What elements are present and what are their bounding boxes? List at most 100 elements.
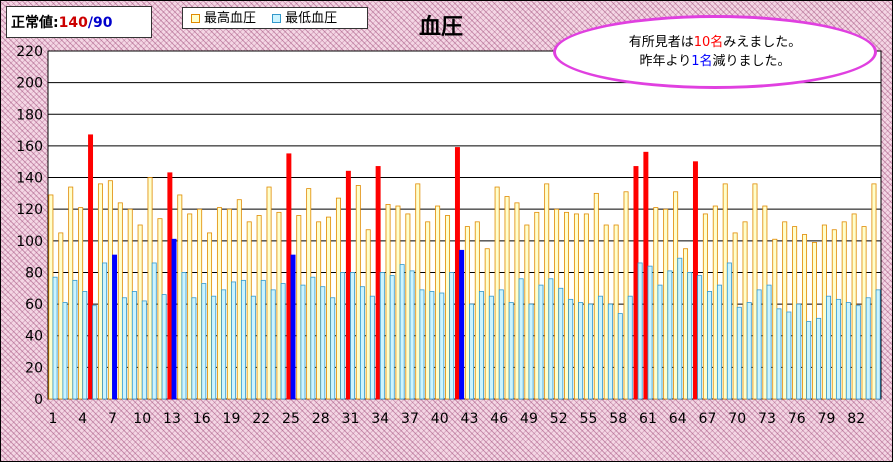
high-bp-bar: [345, 170, 351, 400]
high-bp-bar: [385, 204, 391, 400]
high-bp-bar: [296, 215, 302, 400]
high-bp-bar: [266, 186, 272, 400]
low-bp-bar: [231, 281, 237, 400]
x-tick-label: 52: [550, 411, 568, 427]
y-tick-label: 80: [25, 265, 43, 281]
low-bp-bar: [617, 313, 623, 400]
y-tick-label: 200: [16, 76, 43, 92]
low-bp-bar: [528, 303, 534, 400]
high-bp-bar: [554, 208, 560, 400]
low-bp-bar: [141, 300, 147, 400]
x-tick-label: 79: [818, 411, 836, 427]
x-tick-label: 55: [580, 411, 598, 427]
high-bp-bar: [157, 218, 163, 400]
x-tick-label: 40: [431, 411, 449, 427]
low-bp-bar: [786, 311, 792, 400]
legend-high-swatch: [191, 14, 200, 23]
callout-line2-a: 昨年より: [639, 54, 692, 69]
high-bp-bar: [48, 194, 54, 400]
normal-low-value: 90: [92, 15, 113, 31]
low-bp-bar: [240, 279, 246, 400]
x-tick-label: 13: [163, 411, 181, 427]
high-bp-bar: [851, 213, 857, 400]
low-bp-bar: [399, 264, 405, 400]
x-tick-label: 46: [490, 411, 508, 427]
low-bp-bar: [627, 295, 633, 400]
low-bp-bar: [538, 284, 544, 400]
x-tick-label: 76: [788, 411, 806, 427]
x-tick-label: 1: [48, 411, 57, 427]
normal-value-box: 正常値:140/90: [6, 6, 152, 38]
low-bp-bar: [697, 275, 703, 400]
low-bp-bar: [300, 284, 306, 400]
low-bp-bar: [726, 262, 732, 400]
plot-area: [47, 50, 882, 400]
high-bp-bar: [97, 183, 103, 400]
high-bp-bar: [702, 213, 708, 400]
high-bp-bar: [494, 186, 500, 400]
low-bp-bar: [151, 262, 157, 400]
high-bp-bar: [524, 224, 530, 400]
low-bp-bar: [389, 275, 395, 400]
high-bp-bar: [762, 205, 768, 400]
callout-line-1: 有所見者は10名みえました。: [556, 33, 874, 52]
high-bp-bar: [782, 221, 788, 400]
high-bp-bar: [821, 224, 827, 400]
high-bp-bar: [137, 224, 143, 400]
low-bp-bar: [369, 295, 375, 400]
high-bp-bar: [653, 207, 659, 400]
x-tick-label: 7: [108, 411, 117, 427]
x-tick-label: 82: [847, 411, 865, 427]
low-bp-bar: [459, 249, 465, 400]
x-tick-label: 28: [312, 411, 330, 427]
summary-callout: 有所見者は10名みえました。 昨年より1名減りました。: [553, 15, 877, 89]
high-bp-bar: [514, 202, 520, 400]
high-bp-bar: [445, 215, 451, 400]
high-bp-bar: [613, 224, 619, 400]
x-tick-label: 19: [223, 411, 241, 427]
high-bp-bar: [167, 172, 173, 400]
low-bp-bar: [796, 303, 802, 400]
high-bp-bar: [564, 211, 570, 400]
callout-line1-a: 有所見者は: [628, 35, 694, 50]
high-bp-bar: [256, 215, 262, 400]
normal-high-value: 140: [58, 15, 88, 31]
x-tick-label: 58: [609, 411, 627, 427]
high-bp-bar: [405, 213, 411, 400]
x-tick-label: 22: [252, 411, 270, 427]
high-bp-bar: [712, 205, 718, 400]
high-bp-bar: [643, 151, 649, 400]
high-bp-bar: [583, 213, 589, 400]
low-bp-bar: [221, 289, 227, 400]
legend: 最高血圧 最低血圧: [182, 7, 368, 29]
high-bp-bar: [603, 224, 609, 400]
high-bp-bar: [534, 211, 540, 400]
high-bp-bar: [286, 153, 292, 400]
x-tick-label: 67: [699, 411, 717, 427]
low-bp-bar: [687, 272, 693, 400]
low-bp-bar: [211, 295, 217, 400]
low-bp-bar: [637, 262, 643, 400]
y-tick-label: 180: [16, 107, 43, 123]
high-bp-bar: [792, 226, 798, 400]
low-bp-bar: [112, 254, 118, 400]
low-bp-bar: [449, 272, 455, 400]
high-bp-bar: [326, 216, 332, 400]
high-bp-bar: [474, 221, 480, 400]
high-bp-bar: [365, 229, 371, 400]
low-bp-bar: [746, 302, 752, 400]
high-bp-bar: [187, 213, 193, 400]
y-tick-label: 120: [16, 202, 43, 218]
low-bp-bar: [310, 276, 316, 400]
high-bp-bar: [732, 232, 738, 400]
low-bp-bar: [92, 305, 98, 400]
callout-line1-b: みえました。: [723, 35, 802, 50]
low-bp-bar: [716, 284, 722, 400]
low-bp-bar: [330, 297, 336, 400]
legend-low-label: 最低血圧: [285, 11, 338, 26]
low-bp-bar: [439, 292, 445, 400]
high-bp-bar: [78, 207, 84, 400]
low-bp-bar: [578, 302, 584, 400]
low-bp-bar: [875, 289, 881, 400]
